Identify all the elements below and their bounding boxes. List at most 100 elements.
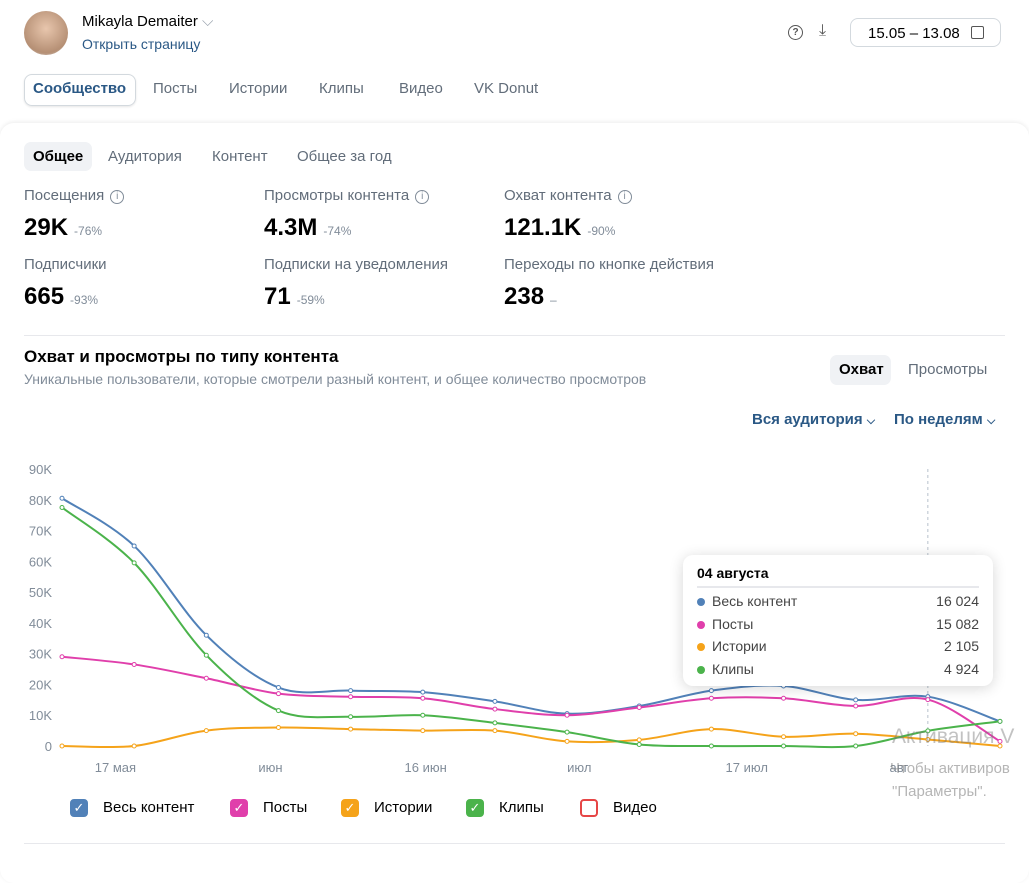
- point: [275, 725, 281, 731]
- open-page-link[interactable]: Открыть страницу: [82, 36, 201, 52]
- download-icon[interactable]: ⤓: [819, 22, 827, 39]
- point: [853, 697, 859, 703]
- point: [203, 632, 209, 638]
- tooltip-name: Истории: [712, 638, 767, 655]
- watermark-title: Активация V: [892, 725, 1015, 748]
- tab[interactable]: Клипы: [319, 80, 364, 97]
- label: Переходы по кнопке действия: [504, 256, 715, 273]
- y-tick-label: 90K: [29, 462, 52, 477]
- subtab[interactable]: Общее за год: [297, 148, 392, 165]
- point: [781, 743, 787, 749]
- point: [997, 738, 1003, 744]
- point: [564, 738, 570, 744]
- y-tick-label: 80K: [29, 493, 52, 508]
- change: -76%: [74, 224, 103, 238]
- point: [348, 714, 354, 720]
- point: [131, 661, 137, 667]
- point: [708, 688, 714, 694]
- info-icon: i: [617, 190, 632, 204]
- tooltip-name: Посты: [712, 615, 754, 632]
- filter[interactable]: По неделям ⌵: [894, 411, 995, 428]
- tooltip-dot: [697, 620, 705, 629]
- section-subtitle: Уникальные пользователи, которые смотрел…: [24, 371, 647, 387]
- point: [564, 729, 570, 735]
- stat-label: Подписки на уведомления: [264, 256, 448, 273]
- section-title: Охват и просмотры по типу контента: [24, 347, 339, 366]
- label: Подписчики: [24, 256, 107, 273]
- tab[interactable]: Посты: [153, 80, 198, 97]
- value: 238: [504, 283, 545, 310]
- y-tick-label: 70K: [29, 524, 52, 539]
- stat-label: Охват контента i: [504, 187, 632, 204]
- point: [420, 712, 426, 718]
- subtab[interactable]: Контент: [212, 148, 268, 165]
- y-tick-label: 20K: [29, 677, 52, 692]
- subtab[interactable]: Общее: [33, 148, 84, 165]
- stat-label: Подписчики: [24, 256, 107, 273]
- y-tick-label: 40K: [29, 616, 52, 631]
- label: Подписки на уведомления: [264, 256, 449, 273]
- page: Mikayla Demaiter ⌵ Открыть страницу ? ⤓ …: [24, 11, 1015, 844]
- date-button[interactable]: 15.05 – 13.08: [850, 18, 1001, 47]
- tooltip-divider: [697, 586, 979, 588]
- y-tick-label: 30K: [29, 647, 52, 662]
- y-tick-label: 10K: [29, 708, 52, 723]
- legend-checkbox[interactable]: [580, 799, 598, 817]
- legend-checkbox[interactable]: ✓: [230, 799, 248, 817]
- divider: [24, 335, 1005, 336]
- tooltip-dot: [697, 666, 705, 675]
- point: [275, 691, 281, 697]
- value: 71: [264, 283, 291, 310]
- chart: 0 10K 20K 30K 40K 50K 60K 70K 80K 90K 17 мая июн 16 …: [29, 462, 1003, 775]
- point: [708, 743, 714, 749]
- active-toggle-box: [830, 355, 891, 385]
- point: [925, 737, 931, 743]
- toggle[interactable]: Охват: [839, 361, 884, 378]
- help-icon[interactable]: ?: [788, 25, 803, 40]
- tab[interactable]: Сообщество: [33, 80, 127, 97]
- legend-checkbox[interactable]: ✓: [70, 799, 88, 817]
- date-range: 15.05 – 13.08: [868, 25, 960, 42]
- tooltip-name: Клипы: [712, 661, 754, 678]
- point: [203, 652, 209, 658]
- tab[interactable]: VK Donut: [474, 80, 539, 97]
- point: [420, 728, 426, 734]
- change: -90%: [587, 224, 616, 238]
- stat-value: 238–: [504, 283, 557, 311]
- tooltip-value: 15 082: [936, 615, 979, 632]
- tab[interactable]: Видео: [399, 80, 443, 97]
- point: [420, 695, 426, 701]
- active-tab-box: [24, 74, 136, 106]
- y-tick-label: 0: [45, 739, 52, 754]
- point: [781, 734, 787, 740]
- change: -59%: [296, 293, 325, 307]
- label: Посещения: [24, 187, 105, 204]
- x-tick-label: 16 июн: [405, 760, 447, 775]
- point: [348, 726, 354, 732]
- legend-checkbox[interactable]: ✓: [466, 799, 484, 817]
- stat-value: 71 -59%: [264, 283, 325, 311]
- legend-checkbox[interactable]: ✓: [341, 799, 359, 817]
- avatar[interactable]: [24, 11, 68, 55]
- legend-label[interactable]: Истории: [374, 799, 433, 816]
- watermark-line: Чтобы активиров: [890, 760, 1010, 777]
- filter[interactable]: Вся аудитория ⌵: [752, 411, 875, 428]
- legend-label[interactable]: Клипы: [499, 799, 544, 816]
- legend-label[interactable]: Видео: [613, 799, 657, 816]
- change: –: [550, 293, 557, 307]
- legend-label[interactable]: Весь контент: [103, 799, 195, 816]
- toggle[interactable]: Просмотры: [908, 361, 988, 378]
- point: [492, 720, 498, 726]
- point: [203, 675, 209, 681]
- subtab[interactable]: Аудитория: [108, 148, 182, 165]
- series-line: [61, 726, 1001, 749]
- info-icon: i: [415, 190, 430, 204]
- point: [348, 688, 354, 694]
- value: 665: [24, 283, 65, 310]
- tab[interactable]: Истории: [229, 80, 288, 97]
- filter-label: По неделям: [894, 411, 983, 428]
- legend-label[interactable]: Посты: [263, 799, 308, 816]
- stat-label: Посещения i: [24, 187, 125, 204]
- point: [636, 737, 642, 743]
- profile-name[interactable]: Mikayla Demaiter ⌵: [82, 13, 213, 30]
